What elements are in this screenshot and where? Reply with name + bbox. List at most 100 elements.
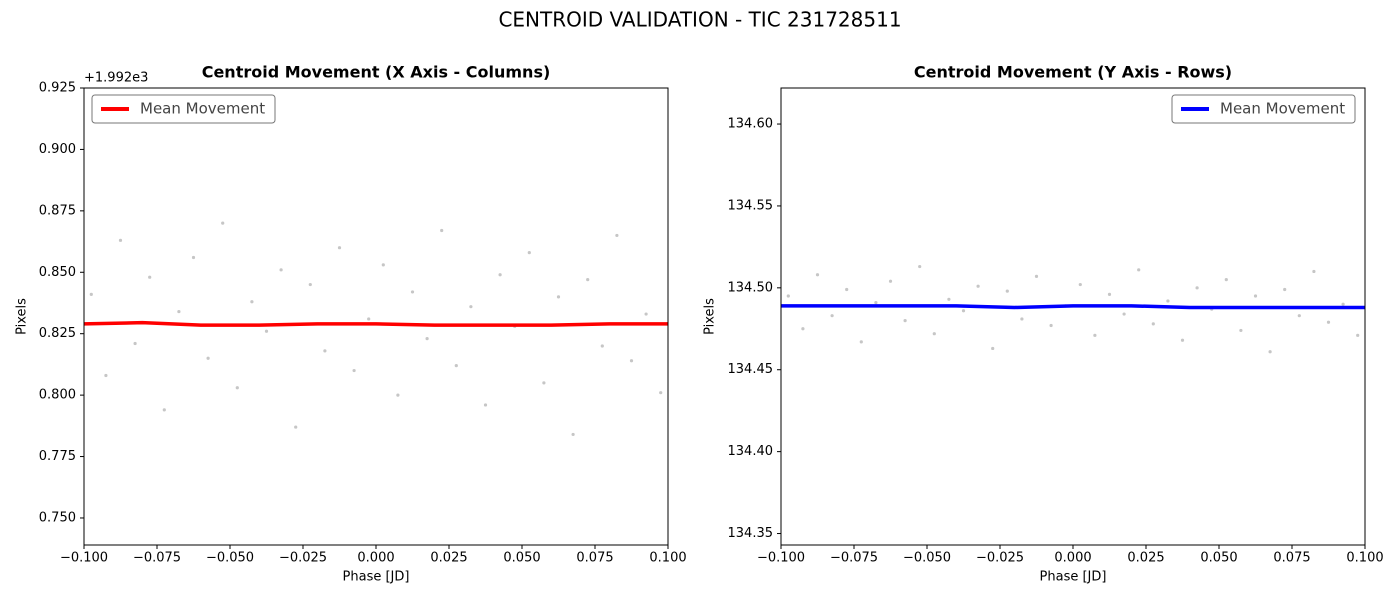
scatter-point bbox=[367, 317, 371, 321]
scatter-point bbox=[991, 346, 995, 351]
axes-frame bbox=[83, 87, 669, 546]
x-tick-label: 0.000 bbox=[1054, 551, 1091, 566]
x-tick-label: 0.050 bbox=[1200, 551, 1237, 566]
scatter-point bbox=[1283, 287, 1287, 292]
scatter-point bbox=[600, 344, 604, 348]
axes-title: Centroid Movement (X Axis - Columns) bbox=[202, 63, 551, 82]
y-tick-label: 0.850 bbox=[39, 265, 76, 280]
scatter-point bbox=[1005, 289, 1009, 293]
scatter-point bbox=[629, 359, 634, 363]
scatter-point bbox=[961, 309, 966, 313]
scatter-point bbox=[801, 327, 805, 331]
scatter-point bbox=[1020, 317, 1024, 321]
x-tick-label: −0.075 bbox=[133, 551, 181, 566]
x-tick-label: −0.100 bbox=[60, 551, 108, 566]
scatter-point bbox=[162, 408, 166, 412]
scatter-point bbox=[1151, 322, 1155, 326]
axes-title: Centroid Movement (Y Axis - Rows) bbox=[914, 63, 1232, 82]
scatter-point bbox=[308, 282, 312, 287]
scatter-point bbox=[235, 386, 239, 390]
scatter-point bbox=[888, 279, 893, 283]
scatter-point bbox=[133, 341, 137, 346]
scatter-point bbox=[396, 393, 400, 397]
y-offset-label: +1.992e3 bbox=[84, 71, 148, 86]
scatter-point bbox=[1195, 286, 1199, 290]
scatter-point bbox=[410, 290, 415, 294]
y-axis-label: Pixels bbox=[703, 298, 718, 335]
scatter-point bbox=[859, 340, 863, 344]
scatter-point bbox=[264, 329, 269, 333]
y-tick-label: 134.55 bbox=[728, 198, 774, 213]
scatter-point bbox=[191, 255, 196, 260]
scatter-point bbox=[874, 300, 878, 305]
legend-box bbox=[91, 94, 276, 124]
scatter-point bbox=[483, 403, 488, 407]
scatter-point bbox=[440, 228, 444, 233]
scatter-point bbox=[381, 263, 385, 267]
scatter-point bbox=[1180, 338, 1185, 342]
scatter-point bbox=[932, 332, 936, 336]
y-tick-label: 134.40 bbox=[728, 444, 774, 459]
scatter-point bbox=[1034, 274, 1039, 278]
scatter-point bbox=[89, 292, 93, 296]
x-tick-label: −0.050 bbox=[903, 551, 951, 566]
scatter-point bbox=[323, 349, 327, 353]
scatter-point bbox=[542, 381, 546, 385]
scatter-point bbox=[586, 278, 590, 282]
mean-line bbox=[781, 304, 1365, 310]
y-tick-label: 0.825 bbox=[39, 326, 76, 341]
x-tick-label: 0.025 bbox=[430, 551, 467, 566]
scatter-point bbox=[337, 246, 342, 250]
x-tick-label: −0.025 bbox=[279, 551, 327, 566]
scatter-point bbox=[976, 284, 980, 288]
y-tick-label: 134.50 bbox=[728, 280, 774, 295]
scatter-point bbox=[118, 238, 123, 242]
plot-area bbox=[781, 264, 1365, 354]
scatter-point bbox=[1166, 299, 1170, 303]
x-tick-label: 0.100 bbox=[1346, 551, 1383, 566]
x-tick-label: 0.000 bbox=[357, 551, 394, 566]
mean-line bbox=[84, 320, 668, 327]
scatter-point bbox=[1224, 278, 1228, 282]
y-tick-label: 134.60 bbox=[728, 117, 774, 132]
x-tick-label: 0.075 bbox=[576, 551, 613, 566]
x-tick-label: −0.025 bbox=[976, 551, 1024, 566]
scatter-point bbox=[903, 318, 907, 323]
axes-frame bbox=[780, 87, 1366, 546]
scatter-point bbox=[177, 309, 181, 314]
scatter-point bbox=[279, 268, 283, 272]
x-tick-label: −0.100 bbox=[757, 551, 805, 566]
x-tick-label: −0.050 bbox=[206, 551, 254, 566]
scatter-point bbox=[615, 233, 619, 238]
scatter-point bbox=[1078, 282, 1082, 287]
y-tick-label: 0.775 bbox=[39, 449, 76, 464]
x-tick-label: −0.075 bbox=[830, 551, 878, 566]
scatter-point bbox=[918, 264, 922, 269]
scatter-point bbox=[498, 273, 502, 277]
scatter-point bbox=[294, 425, 298, 429]
scatter-point bbox=[1107, 292, 1112, 296]
scatter-point bbox=[352, 368, 356, 373]
scatter-point bbox=[1268, 350, 1272, 354]
scatter-point bbox=[1341, 302, 1345, 306]
scatter-point bbox=[527, 251, 531, 255]
plot-area bbox=[84, 221, 668, 437]
figure-title: CENTROID VALIDATION - TIC 231728511 bbox=[498, 8, 901, 32]
scatter-point bbox=[1326, 320, 1331, 324]
y-tick-label: 0.900 bbox=[39, 142, 76, 157]
y-tick-label: 0.750 bbox=[39, 510, 76, 525]
scatter-point bbox=[1312, 269, 1316, 274]
scatter-point bbox=[206, 356, 210, 360]
x-tick-label: 0.075 bbox=[1273, 551, 1310, 566]
scatter-point bbox=[1356, 333, 1360, 337]
scatter-point bbox=[221, 221, 225, 225]
y-tick-label: 134.35 bbox=[728, 526, 774, 541]
x-tick-label: 0.100 bbox=[649, 551, 686, 566]
y-axis-label: Pixels bbox=[15, 298, 30, 335]
x-tick-label: 0.050 bbox=[503, 551, 540, 566]
y-tick-label: 0.800 bbox=[39, 388, 76, 403]
y-tick-label: 0.925 bbox=[39, 81, 76, 96]
scatter-point bbox=[1049, 323, 1053, 328]
scatter-point bbox=[1239, 328, 1243, 333]
